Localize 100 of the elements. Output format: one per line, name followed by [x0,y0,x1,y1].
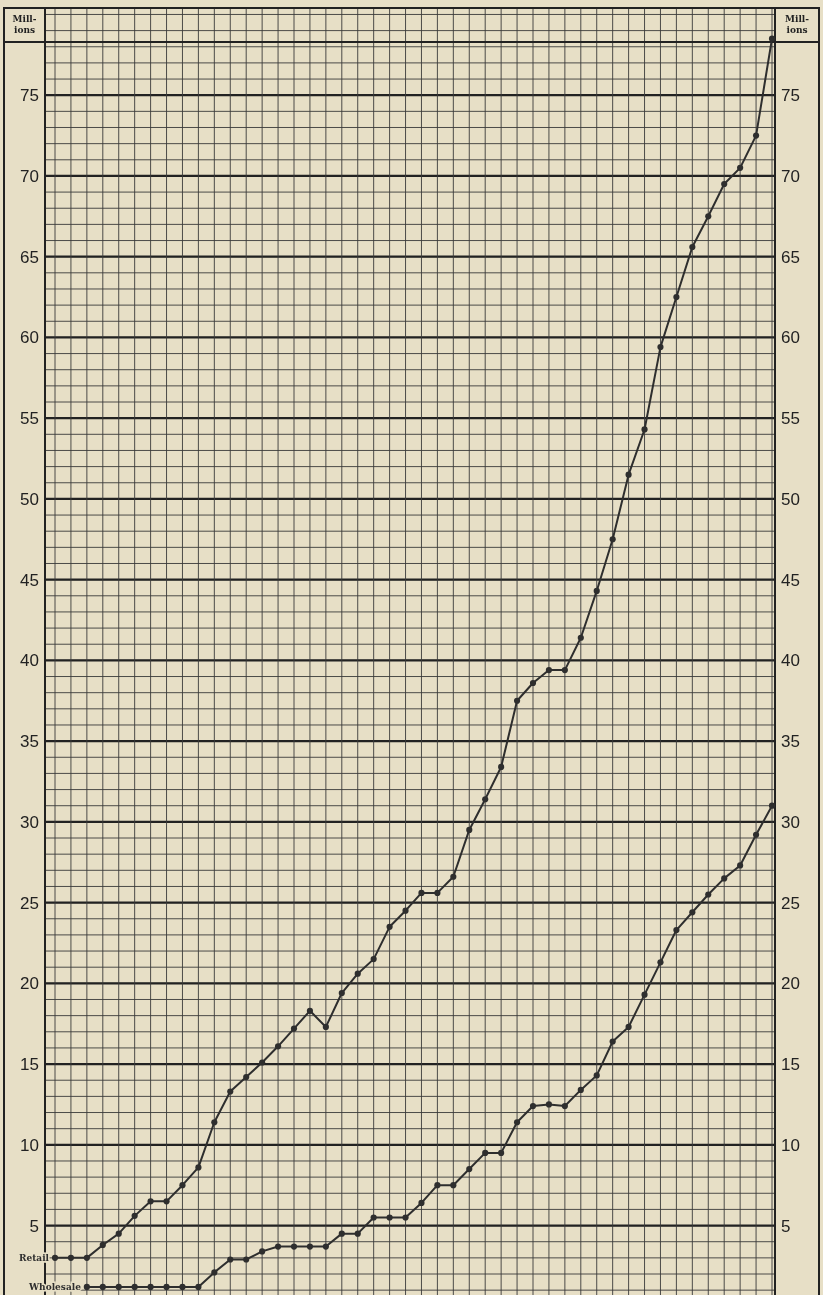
point [482,796,489,803]
point [370,956,377,963]
point [513,697,521,704]
point [227,1256,234,1263]
point [657,959,664,966]
point [99,1241,106,1249]
point [593,587,600,595]
y2-tick-label: 10 [781,1135,800,1155]
y2-tick-label: 20 [781,974,800,994]
y2-tick-label: 30 [781,812,800,832]
point [67,1254,75,1261]
point [163,1283,170,1291]
point [402,1214,409,1221]
point [115,1230,122,1237]
point [243,1256,250,1263]
point [705,213,712,220]
point [243,1073,250,1081]
y2-tick-label: 55 [781,409,800,429]
point [737,862,744,869]
y-tick-label: 70 [20,166,39,186]
point [625,471,632,478]
point [418,889,425,896]
point [338,1230,345,1237]
point [322,1023,329,1031]
point [179,1283,186,1291]
point [737,164,744,171]
point [131,1283,138,1291]
y-tick-label: 30 [20,812,39,832]
y-axis-title: Mill-ions [12,14,37,35]
point [51,1254,59,1261]
point [752,831,760,838]
point [752,132,760,139]
point [259,1248,266,1255]
point [211,1119,218,1126]
point [561,1102,568,1110]
point [354,1230,361,1237]
point [227,1088,234,1095]
point [721,875,728,882]
point [609,536,616,543]
point [609,1038,616,1045]
y-tick-label: 10 [20,1135,39,1155]
point [147,1198,154,1205]
point [115,1283,122,1291]
point [721,180,728,188]
point [625,1023,632,1031]
y2-tick-label: 35 [781,732,800,752]
y-tick-label: 40 [20,651,39,671]
y2-tick-label: 40 [781,651,800,671]
point [131,1212,138,1219]
point [370,1214,377,1221]
y2-axis-title: Mill-ions [785,14,810,35]
point [657,344,664,351]
y-tick-label: 65 [20,247,39,267]
y-tick-label: 20 [20,974,39,994]
y2-tick-label: 25 [781,893,800,913]
point [354,970,361,977]
point [641,426,648,433]
point [529,1102,537,1110]
point [147,1283,154,1291]
point [386,923,393,930]
point [577,634,584,641]
point [290,1025,298,1032]
point [768,35,776,42]
point [673,293,680,301]
point [402,907,409,914]
point [386,1214,393,1221]
point [290,1243,298,1250]
point [529,679,537,687]
point [593,1072,600,1079]
y-tick-label: 25 [20,893,39,913]
point [306,1243,314,1250]
point [513,1119,521,1126]
point [545,1101,553,1108]
point [705,891,712,898]
y2-tick-label: 15 [781,1055,800,1075]
point [195,1164,202,1171]
point [689,909,696,916]
point [768,802,776,809]
point [466,826,473,834]
point [482,1149,489,1156]
point [83,1283,90,1291]
point [211,1269,218,1276]
y-tick-label: 45 [20,570,39,590]
point [179,1182,186,1189]
point [561,666,568,674]
point [338,989,345,997]
point [259,1059,266,1066]
y2-tick-label: 75 [781,86,800,106]
point [498,763,505,771]
y2-tick-label: 50 [781,489,800,509]
point [498,1149,505,1156]
y-tick-label: 75 [20,86,39,106]
y-tick-label: 60 [20,328,39,348]
y-tick-label: 5 [29,1216,39,1236]
y2-tick-label: 5 [781,1216,791,1236]
point [577,1086,584,1093]
point [99,1283,106,1291]
point [195,1283,202,1291]
point [163,1198,170,1205]
y2-tick-label: 45 [781,570,800,590]
